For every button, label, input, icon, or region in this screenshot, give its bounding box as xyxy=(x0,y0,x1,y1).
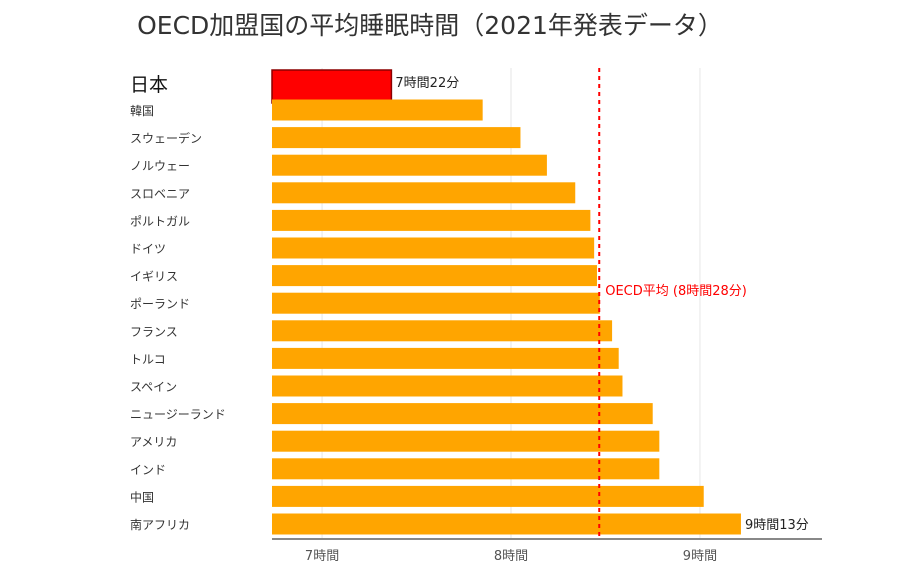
bar-0 xyxy=(271,69,393,104)
category-label: ニュージーランド xyxy=(130,408,226,422)
category-label: トルコ xyxy=(130,352,166,366)
bar-16 xyxy=(272,513,741,535)
oecd-average-label: OECD平均 (8時間28分) xyxy=(605,284,747,299)
bar-3 xyxy=(272,154,547,176)
bar-12 xyxy=(272,403,653,425)
bar-6 xyxy=(272,237,595,259)
bar-8 xyxy=(272,292,600,314)
data-label: 9時間13分 xyxy=(745,518,809,533)
bar-4 xyxy=(272,182,576,204)
x-tick-label: 7時間 xyxy=(305,549,339,564)
category-label: ポーランド xyxy=(130,297,190,311)
category-label: イギリス xyxy=(130,270,178,284)
category-label: 日本 xyxy=(130,74,168,96)
category-label: ドイツ xyxy=(130,242,166,256)
category-label: フランス xyxy=(130,325,178,339)
bar-7 xyxy=(272,265,597,287)
category-label: インド xyxy=(130,463,166,477)
category-label: スウェーデン xyxy=(130,131,202,146)
category-label: 韓国 xyxy=(130,104,154,118)
bar-1 xyxy=(272,99,483,121)
category-label: ポルトガル xyxy=(130,214,190,228)
bar-2 xyxy=(272,127,521,149)
bar-10 xyxy=(272,347,619,369)
category-label: 中国 xyxy=(130,489,154,504)
bar-11 xyxy=(272,375,623,397)
category-label: ノルウェー xyxy=(130,159,190,173)
bar-5 xyxy=(272,209,591,231)
category-label: スペイン xyxy=(130,380,177,394)
bar-14 xyxy=(272,458,660,480)
category-label: スロベニア xyxy=(130,187,190,201)
category-label: 南アフリカ xyxy=(130,517,190,532)
chart-title: OECD加盟国の平均睡眠時間（2021年発表データ） xyxy=(137,11,723,40)
data-label: 7時間22分 xyxy=(395,76,459,91)
x-tick-label: 8時間 xyxy=(494,549,528,564)
category-label: アメリカ xyxy=(130,435,177,449)
bar-15 xyxy=(272,485,704,507)
x-tick-label: 9時間 xyxy=(683,549,717,564)
bar-9 xyxy=(272,320,613,342)
bar-13 xyxy=(272,430,660,452)
